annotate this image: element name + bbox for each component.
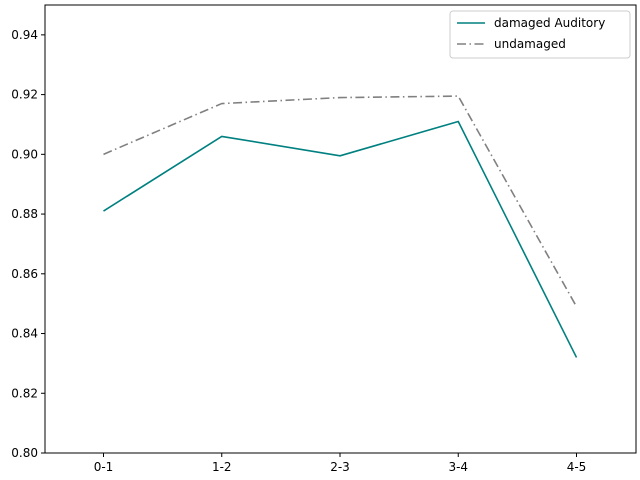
axes-frame [44,4,637,454]
axes-layer: 0.80 0.82 0.84 0.86 0.88 0.90 0.92 0.94 0-1 1-2 2-… [11,4,637,474]
series-line-damaged-auditory [103,120,578,358]
legend-box [449,10,631,59]
y-tick-label: 0.84 [11,327,38,341]
x-tick-label: 2-3 [330,460,350,474]
series-layer [103,95,578,358]
y-tick-label: 0.86 [11,267,38,281]
legend: damaged Auditory undamaged [449,10,631,59]
legend-label: damaged Auditory [494,16,605,30]
x-tick-label: 1-2 [212,460,232,474]
series-line-undamaged [103,95,578,308]
x-tick-label: 4-5 [567,460,587,474]
y-tick-label: 0.90 [11,147,38,161]
y-tick-label: 0.82 [11,386,38,400]
y-tick-label: 0.88 [11,207,38,221]
x-tick-label: 0-1 [94,460,114,474]
y-tick-label: 0.80 [11,446,38,460]
y-tick-label: 0.92 [11,88,38,102]
y-tick-label: 0.94 [11,28,38,42]
legend-label: undamaged [494,37,566,51]
x-tick-label: 3-4 [448,460,468,474]
